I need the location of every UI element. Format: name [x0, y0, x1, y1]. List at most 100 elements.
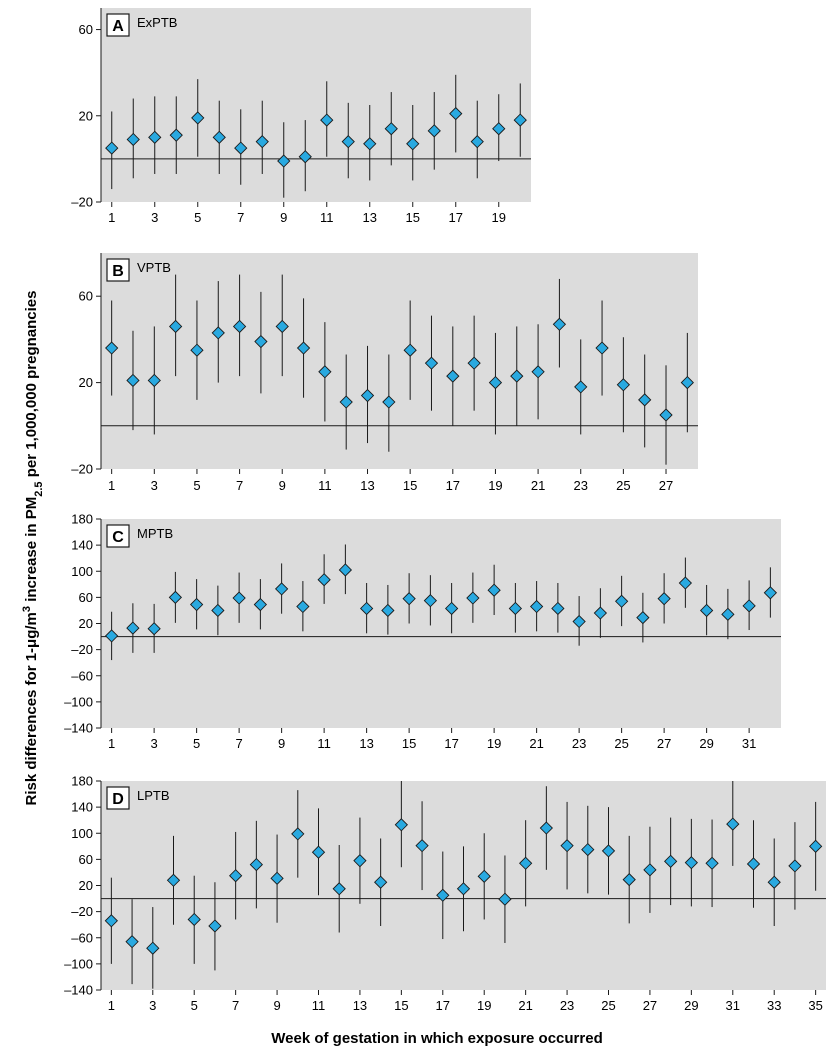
point-marker [229, 869, 243, 883]
x-tick-label: 27 [657, 736, 671, 751]
x-tick-label: 11 [320, 210, 334, 225]
point-marker [191, 111, 205, 125]
y-tick-label: 60 [79, 22, 93, 37]
point-marker [406, 137, 420, 151]
x-tick-label: 1 [108, 210, 115, 225]
x-tick-label: 11 [312, 998, 326, 1013]
point-marker [234, 141, 248, 155]
y-tick-label: 60 [79, 852, 93, 867]
point-marker [638, 393, 652, 407]
y-tick-label: –20 [71, 642, 93, 657]
x-tick-label: 9 [273, 998, 280, 1013]
y-tick-label: –60 [71, 668, 93, 683]
x-tick-label: 23 [573, 478, 587, 493]
point-marker [678, 576, 693, 590]
point-marker [105, 341, 119, 355]
x-tick-label: 31 [726, 998, 740, 1013]
point-marker [470, 135, 484, 149]
point-marker [572, 614, 586, 629]
y-tick-label: 20 [79, 878, 93, 893]
point-marker [277, 154, 291, 168]
point-marker [187, 912, 201, 927]
y-tick-label: –20 [71, 195, 93, 210]
point-marker [456, 882, 471, 896]
point-marker [415, 839, 429, 853]
x-tick-label: 19 [488, 478, 502, 493]
point-marker [374, 875, 388, 889]
point-marker [338, 563, 353, 577]
panel-letter-box [106, 13, 130, 37]
x-tick-label: 9 [278, 736, 285, 751]
y-tick-label: 20 [79, 616, 93, 631]
point-marker [539, 821, 553, 835]
x-tick-label: 13 [360, 478, 374, 493]
point-marker [492, 122, 506, 136]
point-marker [189, 597, 204, 612]
point-marker [249, 857, 263, 872]
x-tick-label: 1 [108, 736, 115, 751]
y-tick-label: 140 [71, 800, 93, 815]
point-marker [105, 141, 119, 155]
y-tick-label: –140 [64, 721, 93, 736]
point-marker [684, 856, 698, 870]
x-tick-label: 25 [601, 998, 615, 1013]
x-tick-label: 21 [518, 998, 532, 1013]
point-marker [531, 365, 545, 379]
point-marker [296, 599, 310, 614]
point-marker [332, 882, 346, 896]
point-marker [211, 603, 225, 618]
y-tick-label: –20 [71, 462, 93, 477]
y-tick-label: 60 [79, 590, 93, 605]
point-marker [622, 872, 636, 887]
point-marker [382, 395, 396, 409]
plot-area [101, 519, 781, 728]
point-marker [657, 592, 671, 606]
plot-area [101, 253, 698, 469]
point-marker [581, 842, 595, 857]
point-marker [166, 873, 181, 887]
point-marker [449, 106, 463, 121]
point-marker [147, 373, 161, 388]
point-marker [146, 941, 160, 955]
point-marker [809, 839, 823, 853]
point-marker [147, 622, 161, 636]
y-tick-label: 60 [79, 289, 93, 304]
point-marker [232, 319, 247, 334]
point-marker [339, 395, 353, 409]
point-marker [767, 875, 781, 889]
point-marker [253, 597, 268, 612]
x-tick-label: 25 [616, 478, 630, 493]
point-marker [519, 856, 533, 870]
point-marker [274, 582, 289, 596]
point-marker [699, 603, 714, 618]
panel-letter: A [112, 18, 124, 35]
x-tick-label: 13 [359, 736, 373, 751]
point-marker [104, 914, 118, 928]
x-tick-label: 9 [280, 210, 287, 225]
y-tick-label: 100 [71, 564, 93, 579]
panel-letter-box [106, 786, 130, 810]
point-marker [212, 130, 226, 144]
point-marker [254, 334, 268, 349]
point-marker [317, 573, 331, 587]
point-marker [168, 590, 183, 605]
x-tick-label: 7 [237, 210, 244, 225]
point-marker [320, 113, 334, 127]
x-tick-label: 19 [492, 210, 506, 225]
x-tick-label: 29 [699, 736, 713, 751]
point-marker [551, 601, 565, 616]
y-tick-label: –100 [64, 956, 93, 971]
point-marker [296, 341, 311, 355]
point-marker [341, 135, 355, 149]
point-marker [721, 607, 735, 621]
point-marker [444, 601, 459, 616]
point-marker [508, 601, 523, 616]
point-marker [232, 591, 246, 605]
x-tick-label: 3 [149, 998, 156, 1013]
point-marker [359, 601, 374, 616]
x-tick-label: 15 [406, 210, 420, 225]
point-marker [593, 606, 608, 620]
